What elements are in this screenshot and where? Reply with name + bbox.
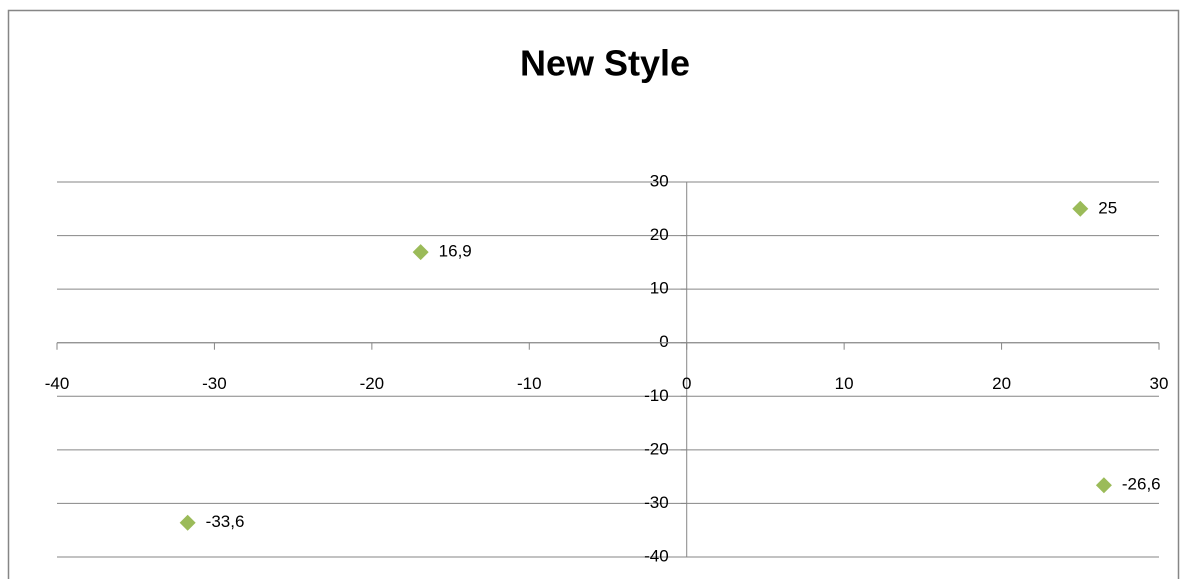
x-tick-label: 20 (992, 374, 1011, 393)
data-label: 16,9 (439, 242, 472, 261)
point (1072, 200, 1089, 217)
point (412, 244, 429, 261)
y-tick-label: 10 (650, 279, 669, 298)
x-tick-label: -10 (517, 374, 542, 393)
x-tick-label: 10 (835, 374, 854, 393)
y-tick-label: 20 (650, 225, 669, 244)
x-tick-label: -40 (45, 374, 70, 393)
point (179, 514, 196, 531)
chart-frame (7, 9, 1180, 579)
chart-title: New Style (520, 43, 690, 84)
point (1095, 477, 1112, 494)
data-label: -26,6 (1122, 475, 1161, 494)
x-tick-label: 30 (1150, 374, 1169, 393)
data-label: -33,6 (206, 512, 245, 531)
x-tick-label: -30 (202, 374, 227, 393)
y-tick-label: -20 (644, 439, 669, 458)
y-tick-label: -30 (644, 493, 669, 512)
y-tick-label: -40 (644, 546, 669, 565)
y-tick-label: 30 (650, 171, 669, 190)
y-tick-label: 0 (659, 332, 668, 351)
x-tick-label: -20 (360, 374, 385, 393)
y-tick-label: -10 (644, 386, 669, 405)
x-tick-label: 0 (682, 374, 691, 393)
data-label: 25 (1098, 198, 1117, 217)
